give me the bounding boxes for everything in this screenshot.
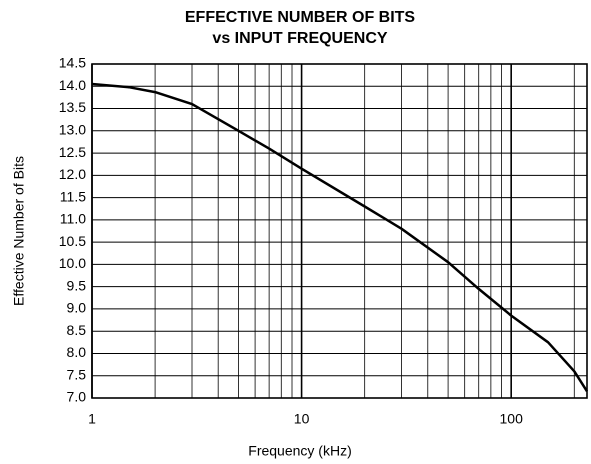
- y-tick-label: 11.0: [60, 211, 86, 227]
- x-tick-label: 100: [500, 411, 524, 427]
- y-tick-label: 10.5: [59, 233, 86, 249]
- chart-title: EFFECTIVE NUMBER OF BITS: [185, 9, 416, 26]
- y-tick-label: 13.5: [59, 99, 86, 115]
- y-tick-label: 8.0: [67, 344, 87, 360]
- y-tick-label: 14.0: [59, 77, 86, 93]
- x-tick-label: 10: [294, 411, 310, 427]
- y-tick-label: 8.5: [67, 322, 87, 338]
- y-tick-label: 9.5: [67, 277, 87, 293]
- y-tick-label: 13.0: [59, 122, 86, 138]
- y-tick-label: 7.0: [67, 389, 87, 405]
- y-tick-label: 10.0: [59, 255, 86, 271]
- y-tick-label: 9.0: [67, 300, 87, 316]
- chart-title: vs INPUT FREQUENCY: [212, 30, 387, 47]
- y-tick-label: 12.0: [59, 166, 86, 182]
- y-axis-label: Effective Number of Bits: [11, 156, 27, 306]
- plot-frame: [91, 63, 588, 399]
- x-axis-label: Frequency (kHz): [248, 443, 351, 459]
- y-tick-label: 7.5: [67, 366, 87, 382]
- y-tick-label: 12.5: [59, 144, 86, 160]
- line: [91, 82, 589, 392]
- y-tick-label: 11.5: [60, 188, 86, 204]
- x-tick-label: 1: [88, 411, 96, 427]
- y-tick-label: 14.5: [59, 55, 86, 71]
